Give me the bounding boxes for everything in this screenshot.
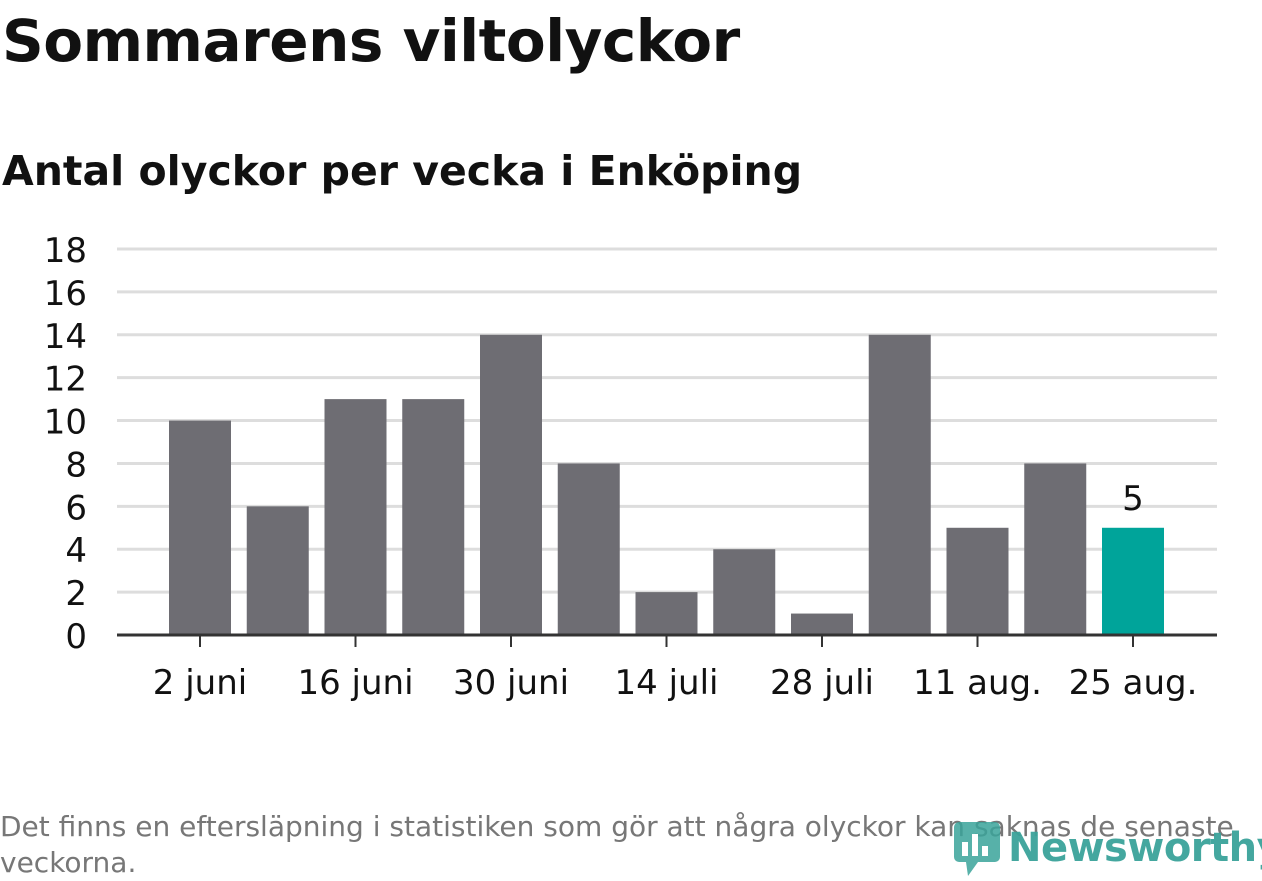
chart-title: Sommarens viltolyckor (2, 7, 740, 75)
newsworthy-logo-icon (954, 822, 1000, 876)
x-tick-label: 2 juni (153, 663, 247, 703)
bars (169, 334, 1164, 635)
y-tick-label: 8 (65, 445, 87, 485)
x-tick-label: 25 aug. (1069, 663, 1198, 703)
x-tick-label: 28 juli (770, 663, 874, 703)
bar (169, 420, 231, 635)
y-tick-label: 0 (65, 617, 87, 657)
y-tick-label: 12 (44, 360, 87, 400)
bar (480, 334, 542, 635)
x-tick-label: 11 aug. (913, 663, 1042, 703)
x-tick-label: 14 juli (615, 663, 719, 703)
bar (868, 334, 931, 635)
y-tick-label: 18 (44, 231, 87, 271)
y-tick-label: 6 (65, 488, 87, 528)
footnote: Det finns en eftersläpning i statistiken… (0, 810, 1234, 879)
bar (1024, 463, 1087, 635)
y-tick-label: 16 (44, 274, 87, 314)
bar (635, 592, 698, 635)
bar (324, 399, 387, 635)
newsworthy-logo: Newsworthy (952, 818, 1262, 878)
bar (791, 613, 853, 635)
bar (557, 463, 620, 635)
x-tick-label: 16 juni (297, 663, 413, 703)
y-tick-label: 10 (44, 403, 87, 443)
bar (946, 527, 1009, 635)
y-tick-label: 14 (44, 317, 87, 357)
bar (402, 399, 465, 635)
x-axis: 2 juni 16 juni 30 juni 14 juli 28 juli 11 aug… (117, 633, 1217, 703)
y-tick-label: 2 (65, 574, 87, 614)
logo-text: Newsworthy (1008, 825, 1262, 871)
bar (246, 506, 309, 635)
bar (1102, 527, 1164, 635)
chart-subtitle: Antal olyckor per vecka i Enköping (2, 147, 803, 195)
bar (713, 549, 776, 635)
data-labels: 5 (1122, 479, 1144, 519)
data-label: 5 (1122, 479, 1144, 519)
x-tick-label: 30 juni (453, 663, 569, 703)
y-tick-label: 4 (65, 531, 87, 571)
